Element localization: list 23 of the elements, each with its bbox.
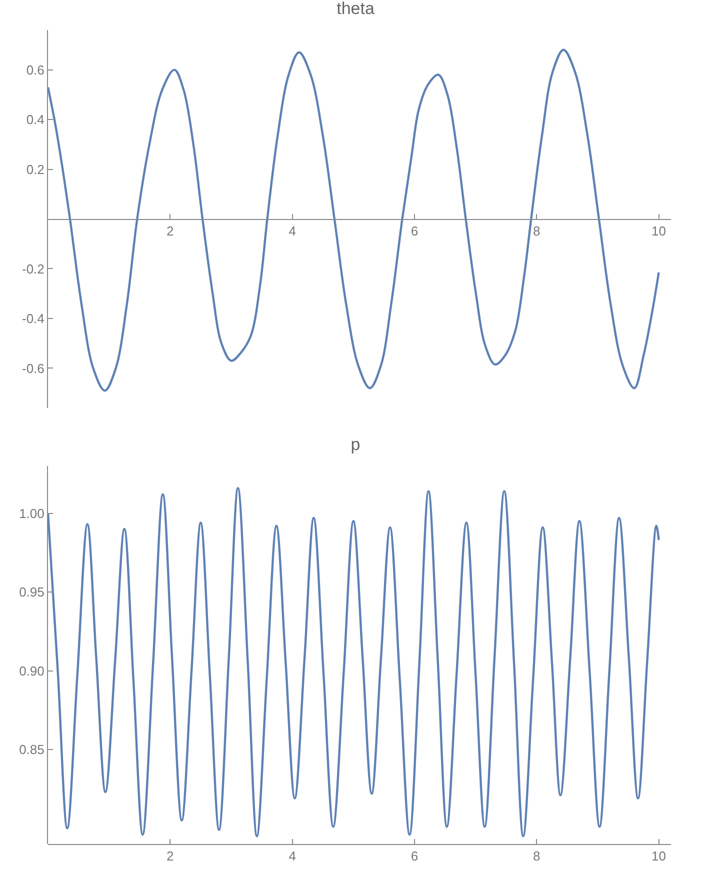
y-tick-label: 0.4	[26, 112, 44, 128]
chart-title: theta	[336, 0, 375, 18]
y-tick-label: 1.00	[19, 506, 44, 521]
x-tick-label: 8	[533, 224, 540, 239]
y-tick-label: -0.6	[22, 360, 44, 376]
x-tick-label: 6	[410, 848, 418, 864]
x-tick-label: 10	[652, 848, 666, 864]
y-tick-label: 0.85	[19, 742, 44, 758]
x-tick-label: 4	[288, 848, 296, 864]
line-series	[48, 486, 660, 838]
x-tick-label: 10	[652, 224, 666, 239]
x-tick-label: 4	[288, 224, 296, 239]
x-tick-label: 2	[166, 224, 174, 239]
y-tick-label: 0.90	[19, 663, 44, 678]
y-tick-label: 0.6	[26, 62, 44, 78]
chart-title: p	[350, 435, 360, 454]
y-tick-label: -0.2	[22, 261, 44, 276]
y-tick-label: -0.4	[22, 311, 44, 326]
x-tick-label: 8	[533, 848, 540, 864]
y-tick-label: 0.2	[26, 162, 44, 177]
x-tick-label: 6	[410, 224, 418, 239]
y-tick-label: 0.95	[19, 584, 44, 600]
x-tick-label: 2	[166, 848, 174, 864]
